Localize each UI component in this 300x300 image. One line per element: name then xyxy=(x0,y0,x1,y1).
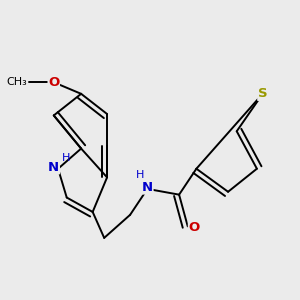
Text: O: O xyxy=(48,76,59,89)
Text: H: H xyxy=(62,153,70,163)
Text: H: H xyxy=(136,170,144,180)
Text: N: N xyxy=(142,181,153,194)
Text: S: S xyxy=(258,87,268,100)
Text: O: O xyxy=(188,221,200,234)
Text: CH₃: CH₃ xyxy=(6,77,27,87)
Text: N: N xyxy=(48,161,59,174)
